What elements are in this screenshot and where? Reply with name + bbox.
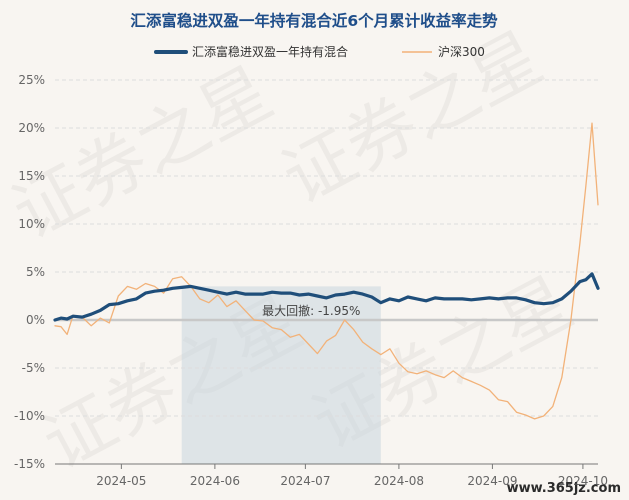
chart-title: 汇添富稳进双盈一年持有混合近6个月累计收益率走势 [130,11,498,30]
y-axis-labels: 25% 20% 15% 10% 5% 0% -5% -10% -15% [14,73,45,471]
y-tick-label: -5% [22,361,45,375]
x-tick-label: 2024-06 [190,474,240,488]
x-tick-label: 2024-10 [558,474,608,488]
x-tick-label: 2024-07 [280,474,330,488]
series-lines [53,122,600,420]
y-tick-label: 20% [18,121,45,135]
x-axis: 2024-05 2024-06 2024-07 2024-08 2024-09 2024-… [55,463,608,488]
legend-label-csi300: 沪深300 [438,45,485,59]
x-tick-label: 2024-05 [96,474,146,488]
y-tick-label: 25% [18,73,45,87]
y-tick-label: 0% [26,313,45,327]
grid [55,79,598,465]
series-line-fund [53,272,600,322]
drawdown-region [181,286,381,464]
drawdown-label: 最大回撤: -1.95% [262,303,360,318]
y-tick-label: -10% [14,409,45,423]
x-tick-label: 2024-09 [467,474,517,488]
y-tick-label: 15% [18,169,45,183]
drawdown-rect [181,286,381,464]
legend: 汇添富稳进双盈一年持有混合 沪深300 [154,44,485,59]
series-line-csi300 [54,122,599,420]
y-tick-label: -15% [14,457,45,471]
legend-label-fund: 汇添富稳进双盈一年持有混合 [192,44,348,59]
x-tick-label: 2024-08 [374,474,424,488]
site-watermark-text: www.365jz.com [507,481,621,496]
y-tick-label: 5% [26,265,45,279]
y-tick-label: 10% [18,217,45,231]
